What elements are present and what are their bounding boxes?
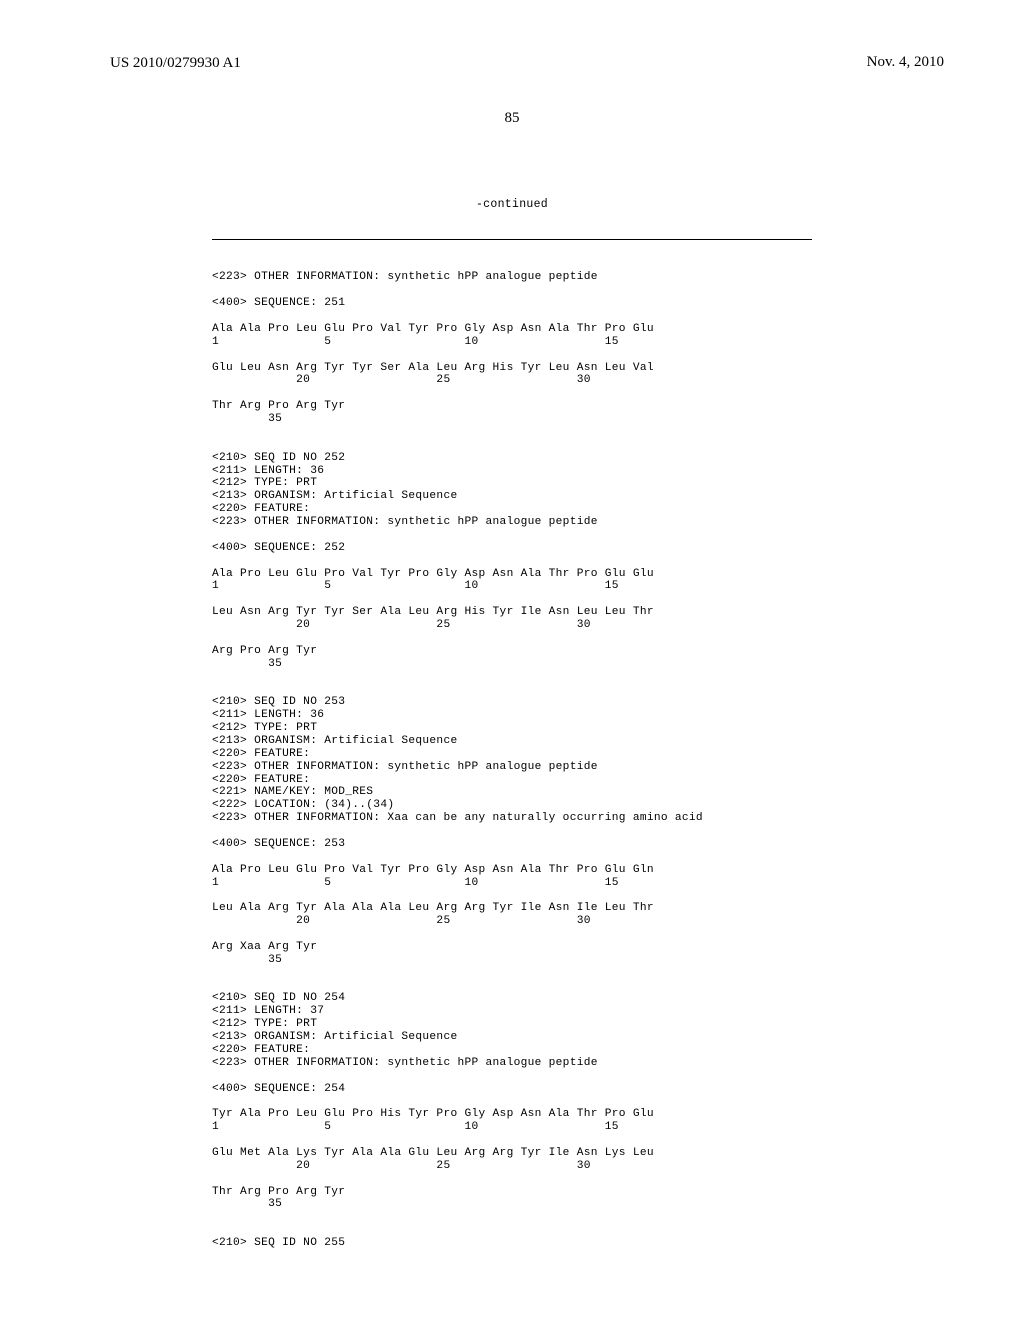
sequence-body: <223> OTHER INFORMATION: synthetic hPP a… bbox=[212, 271, 812, 1250]
page-header: US 2010/0279930 A1 Nov. 4, 2010 bbox=[0, 54, 1024, 72]
publication-id: US 2010/0279930 A1 bbox=[110, 55, 241, 71]
continued-label: -continued bbox=[212, 198, 812, 211]
sequence-listing-content: -continued <223> OTHER INFORMATION: synt… bbox=[212, 172, 812, 1263]
horizontal-rule bbox=[212, 239, 812, 240]
publication-date: Nov. 4, 2010 bbox=[867, 54, 944, 71]
page-number: 85 bbox=[0, 110, 1024, 127]
